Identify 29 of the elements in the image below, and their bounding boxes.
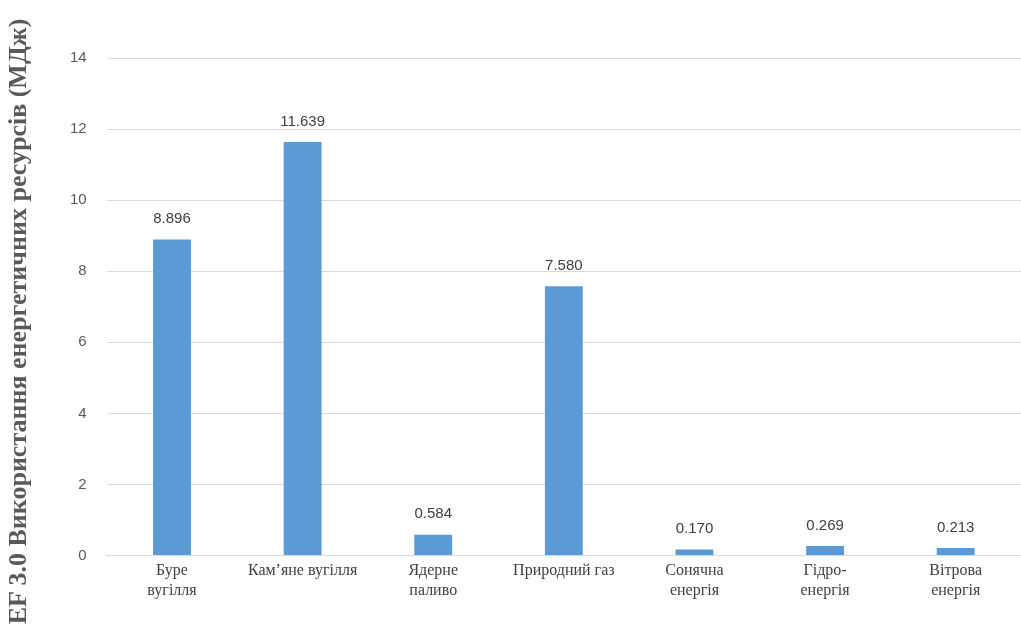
x-tick-label: Гідро- енергія [800,561,851,599]
y-tick-label: 14 [70,48,87,66]
x-tick-label: Вітрова енергія [929,561,983,599]
y-tick-label: 10 [70,190,87,208]
x-tick-label: Ядерне паливо [408,561,459,598]
data-label: 11.639 [280,111,325,129]
data-label: 0.584 [414,504,452,522]
data-label: 7.580 [545,255,583,273]
bar [806,546,845,556]
data-label: 8.896 [153,209,191,227]
y-tick-label: 12 [70,119,87,137]
bar [936,548,975,556]
x-tick-label: Кам’яне вугілля [247,561,358,580]
y-tick-label: 8 [78,261,87,279]
y-tick-label: 4 [78,403,87,421]
y-tick-label: 0 [78,545,87,563]
x-tick-label: Сонячна енергія [665,561,724,599]
x-tick-label: Буре вугілля [147,561,198,599]
bar [153,239,191,556]
y-tick-label: 6 [78,332,87,350]
x-tick-label: Природний газ [513,561,615,580]
data-label: 0.170 [675,519,714,537]
data-label: 0.269 [806,515,844,533]
bar [414,534,453,556]
y-axis-title: EF 3.0 Використання енергетичних ресурсів (МДж) [2,18,32,625]
bar [283,141,322,556]
data-label: 0.213 [936,517,975,535]
bar [544,286,583,556]
y-tick-label: 2 [78,474,87,492]
